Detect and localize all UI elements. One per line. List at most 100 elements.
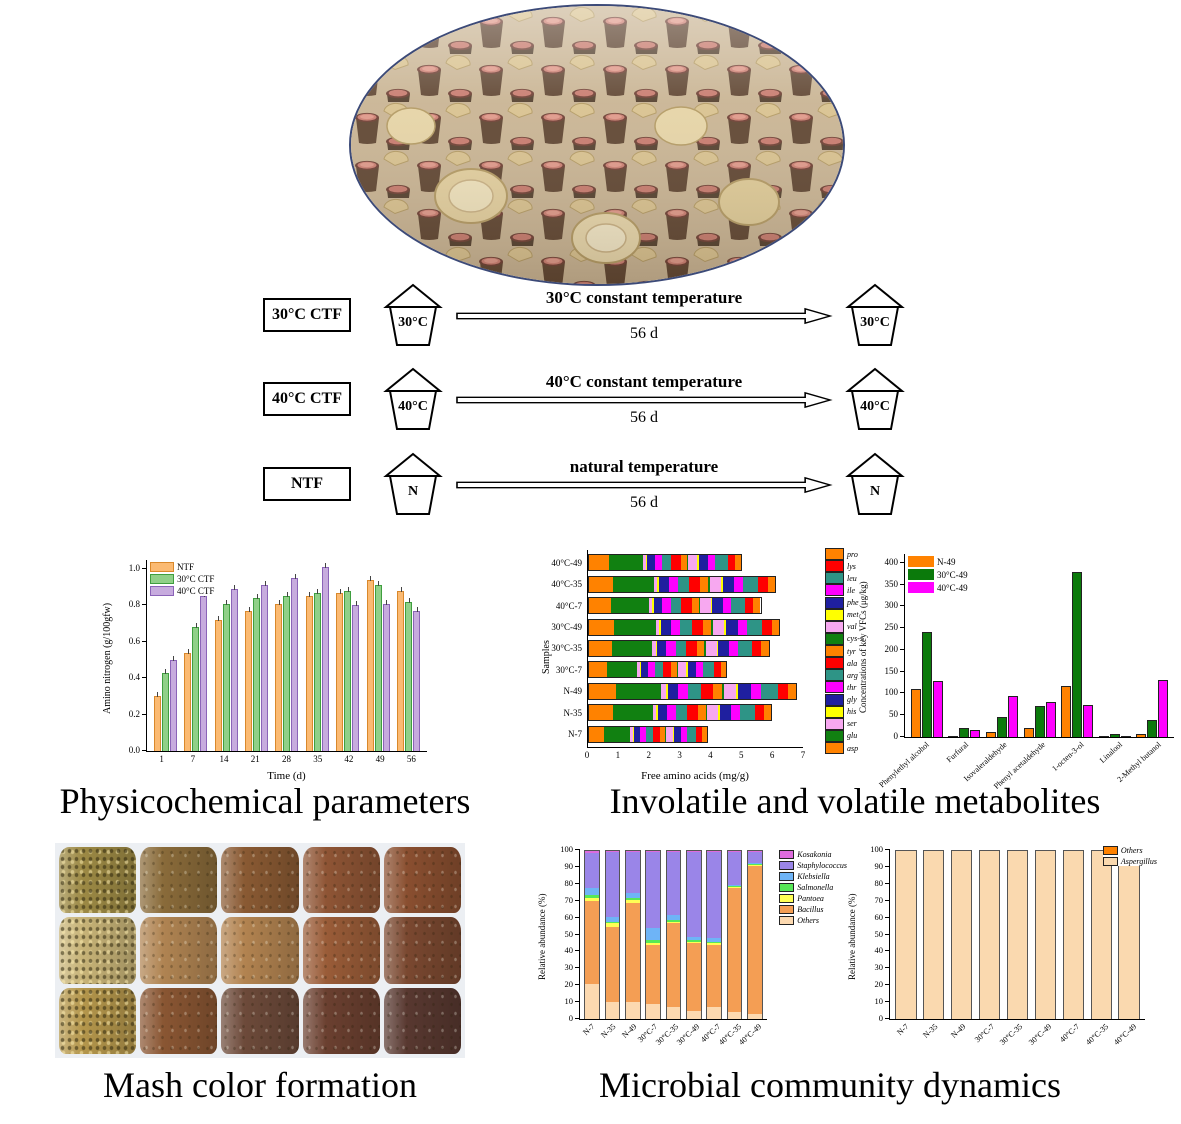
amino-nitrogen-chart: Amino nitrogen (g/100gfw) 0.0 0.2 0.4 0.6 0.…: [100, 548, 435, 788]
y-tick: 60: [875, 912, 890, 922]
jar-label: 40°C: [398, 399, 428, 414]
y-tick-label: 0.2: [128, 708, 140, 719]
jars-pattern: [351, 6, 843, 284]
x-label: N-7: [889, 1020, 917, 1058]
bar-segment-asp: [589, 726, 605, 742]
x-axis-title: Free amino acids (mg/g): [641, 770, 749, 782]
bar-segment-pro: [735, 555, 742, 571]
legend-item: 30°C CTF: [150, 574, 214, 584]
stacked-row: N-35: [564, 704, 803, 722]
column-segment-Klebsiella: [727, 884, 742, 887]
x-label-text: N-7: [895, 1022, 911, 1038]
legend-item: his: [825, 705, 863, 718]
section-title-metabolites: Involatile and volatile metabolites: [609, 781, 1101, 821]
column-segment-Bacillus: [707, 945, 721, 1008]
bar: [352, 601, 360, 751]
bar: [970, 730, 981, 737]
bar-segment-thr: [654, 555, 663, 571]
column-cell: [643, 850, 663, 1019]
column-segment-Klebsiella: [646, 928, 660, 941]
x-label-text: 56: [406, 754, 416, 764]
y-tick: 10: [565, 996, 580, 1006]
legend-swatch: [825, 705, 844, 718]
column-segment-Salmonella: [707, 941, 721, 944]
x-tick: 4: [708, 750, 713, 760]
legend-label: pro: [847, 549, 858, 559]
legend-item: 30°C-49: [908, 569, 968, 580]
x-tick: 7: [800, 750, 806, 760]
y-tick-label: 80: [564, 877, 574, 888]
bar-group: [302, 560, 332, 751]
y-tick-label: 0.8: [128, 599, 140, 610]
legend-swatch: [825, 717, 844, 730]
legend-swatch: [1102, 846, 1118, 855]
plot-area: 0 10 20 30 40 50 60 70 80 90 100: [870, 844, 1145, 1023]
arrow-duration: 56 d: [630, 324, 658, 342]
plot-area: 40°C-49 40°C-35 40°C-7 30°C-49 30°C-35 30°C-7…: [551, 550, 803, 748]
legend-item: ser: [825, 717, 863, 730]
legend-label: 30°C CTF: [177, 574, 215, 584]
bar-segment-cys-s: [721, 683, 724, 699]
error-whisker: [195, 623, 197, 629]
x-label: 42: [333, 754, 364, 766]
stacked-column: [979, 850, 1001, 1019]
y-tick-label: 200: [884, 643, 899, 654]
y-tick-label: 40: [874, 945, 884, 956]
flow-label-box: 30°C CTF: [263, 298, 351, 332]
x-label-text: 40°C-49: [1111, 1022, 1139, 1047]
jar-end-icon: N: [839, 452, 911, 516]
legend-item: 40°C CTF: [150, 586, 214, 596]
column-segment-Salmonella: [585, 894, 599, 899]
y-tick: 60: [565, 912, 580, 922]
x-label: 1: [146, 754, 177, 766]
legend-item: Staphylococcus: [779, 861, 847, 870]
column-segment-Klebsiella: [605, 916, 620, 922]
column-segment-Aspergillus: [1119, 851, 1139, 1019]
column-segment-Others: [626, 1002, 640, 1019]
legend-swatch: [825, 681, 844, 694]
bar: [200, 592, 208, 751]
column-segment-Kosakonia: [748, 851, 762, 852]
bar: [405, 597, 413, 751]
column-segment-Bacillus: [585, 901, 599, 984]
bar: [1098, 735, 1109, 737]
bar-segment-glu: [606, 662, 637, 678]
bar: [1045, 701, 1056, 737]
stacked-column: [895, 850, 917, 1019]
bar-segment-leu: [738, 640, 753, 656]
y-tick-label: 60: [564, 911, 574, 922]
stacked-column: [665, 850, 682, 1019]
y-tick: 400: [885, 557, 905, 567]
bar-segment-ser: [630, 726, 633, 742]
bar-segment-ile: [681, 726, 688, 742]
bar-segment-gly: [653, 598, 663, 614]
x-label: 7: [177, 754, 208, 766]
bar-segment-arg: [662, 555, 672, 571]
bar-group: [211, 560, 241, 751]
y-tick-label: 0: [893, 731, 899, 741]
column-cell: [976, 850, 1004, 1019]
bar-segment-ala: [671, 555, 681, 571]
section-title-physicochemical: Physicochemical parameters: [59, 781, 471, 821]
section-title-microbial: Microbial community dynamics: [599, 1065, 1061, 1105]
flow-label-box: NTF: [263, 467, 351, 501]
mash-sample-r1c4: [302, 847, 380, 914]
column-segment-Staphylococcus: [585, 852, 599, 888]
y-tick: 0.6: [129, 636, 147, 646]
bar-segment-leu: [740, 705, 755, 721]
stacked-column: [706, 850, 722, 1019]
row-track: [588, 618, 803, 636]
bar-segment-met: [672, 726, 675, 742]
bar-segment-tyr: [698, 705, 706, 721]
column-segment-Aspergillus: [1063, 851, 1083, 1019]
y-tick-label: 150: [884, 665, 899, 676]
bar-segment-lys: [752, 640, 762, 656]
y-tick: 40: [875, 945, 890, 955]
stacked-columns: [890, 850, 1145, 1019]
y-tick-label: 50: [889, 709, 898, 720]
y-tick-label: 250: [884, 622, 899, 633]
stacked-column: [604, 850, 621, 1019]
bar-segment-leu: [746, 619, 763, 635]
legend-label: phe: [847, 598, 859, 607]
y-tick-label: 0.6: [128, 635, 140, 646]
